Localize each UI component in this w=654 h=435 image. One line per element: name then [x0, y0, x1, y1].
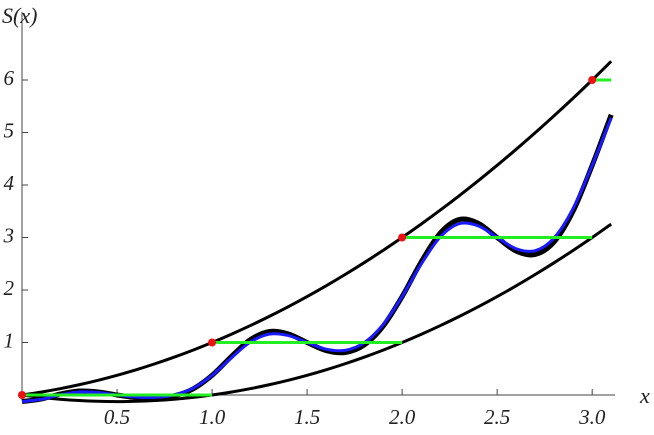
x-axis-label: x — [639, 383, 650, 408]
x-tick-label: 2.5 — [484, 405, 510, 429]
x-tick-label: 1.0 — [199, 405, 226, 429]
point — [208, 338, 217, 347]
point — [18, 391, 26, 399]
y-tick-label: 2 — [4, 276, 15, 300]
y-axis-label: S(x) — [2, 3, 37, 28]
x-tick-label: 1.5 — [294, 405, 320, 429]
curve — [21, 113, 614, 405]
point — [398, 233, 407, 242]
x-tick-label: 3.0 — [578, 405, 606, 429]
y-tick-label: 4 — [4, 171, 15, 195]
curve — [21, 60, 613, 397]
curve — [21, 117, 613, 404]
x-tick-label: 0.5 — [104, 405, 130, 429]
y-tick-label: 5 — [4, 118, 15, 142]
curve — [21, 222, 613, 404]
y-tick-label: 1 — [4, 328, 15, 352]
point — [588, 76, 597, 84]
y-tick-label: 6 — [4, 66, 15, 90]
y-tick-label: 3 — [3, 223, 15, 247]
x-tick-label: 2.0 — [389, 405, 416, 429]
